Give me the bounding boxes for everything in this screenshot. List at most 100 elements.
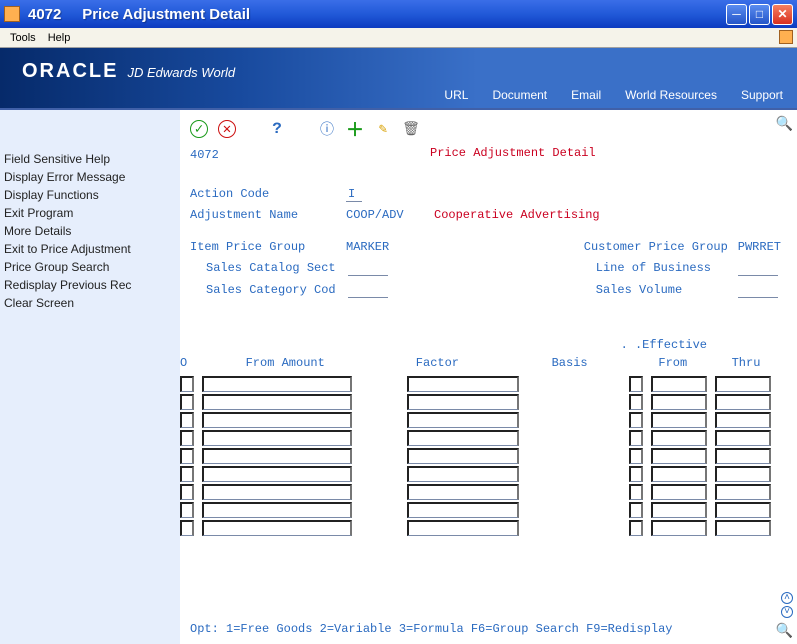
cell-basis-code[interactable] — [629, 394, 643, 410]
cell-from-amount[interactable] — [202, 502, 352, 518]
sidebar-item[interactable]: Price Group Search — [4, 258, 176, 276]
cell-o[interactable] — [180, 466, 194, 482]
sidebar-item[interactable]: Clear Screen — [4, 294, 176, 312]
sidebar-item[interactable]: Exit to Price Adjustment — [4, 240, 176, 258]
cell-eff-thru[interactable] — [715, 484, 771, 500]
cell-factor[interactable] — [407, 502, 519, 518]
add-icon[interactable]: ＋ — [346, 120, 364, 138]
cell-eff-thru[interactable] — [715, 376, 771, 392]
help-icon[interactable]: ? — [268, 120, 286, 138]
cell-from-amount[interactable] — [202, 520, 352, 536]
desc-adj-name: Cooperative Advertising — [434, 208, 600, 222]
col-from-amount: From Amount — [205, 356, 365, 370]
cell-eff-thru[interactable] — [715, 394, 771, 410]
cell-from-amount[interactable] — [202, 394, 352, 410]
cell-basis-code[interactable] — [629, 412, 643, 428]
cell-eff-from[interactable] — [651, 502, 707, 518]
input-sales-volume[interactable] — [738, 282, 778, 298]
cell-eff-from[interactable] — [651, 520, 707, 536]
cell-eff-thru[interactable] — [715, 448, 771, 464]
maximize-button[interactable]: □ — [749, 4, 770, 25]
cell-basis-code[interactable] — [629, 466, 643, 482]
sidebar-item[interactable]: Field Sensitive Help — [4, 150, 176, 168]
cell-eff-thru[interactable] — [715, 466, 771, 482]
edit-icon[interactable]: ✎ — [374, 120, 392, 138]
input-sales-catalog[interactable] — [348, 260, 388, 276]
cell-o[interactable] — [180, 376, 194, 392]
brand-logo: ORACLE JD Edwards World — [22, 60, 235, 83]
effective-label: . .Effective — [621, 338, 707, 352]
cell-from-amount[interactable] — [202, 484, 352, 500]
magnify-icon[interactable]: 🔍 — [776, 116, 793, 133]
cell-eff-from[interactable] — [651, 376, 707, 392]
menu-tools[interactable]: Tools — [4, 30, 42, 46]
grid-row — [180, 410, 779, 428]
cell-basis-code[interactable] — [629, 376, 643, 392]
sidebar-item[interactable]: Redisplay Previous Rec — [4, 276, 176, 294]
top-fields: Action Code Adjustment Name COOP/ADV Coo… — [190, 180, 600, 222]
info-icon[interactable]: ⓘ — [318, 120, 336, 138]
cell-o[interactable] — [180, 484, 194, 500]
close-button[interactable]: ✕ — [772, 4, 793, 25]
link-document[interactable]: Document — [492, 88, 547, 102]
cell-o[interactable] — [180, 502, 194, 518]
cell-eff-from[interactable] — [651, 448, 707, 464]
cell-from-amount[interactable] — [202, 412, 352, 428]
cell-factor[interactable] — [407, 484, 519, 500]
link-resources[interactable]: World Resources — [625, 88, 717, 102]
sidebar-item[interactable]: Display Error Message — [4, 168, 176, 186]
cell-factor[interactable] — [407, 466, 519, 482]
cell-from-amount[interactable] — [202, 448, 352, 464]
cell-eff-from[interactable] — [651, 394, 707, 410]
cell-factor[interactable] — [407, 520, 519, 536]
cell-basis-code[interactable] — [629, 502, 643, 518]
menu-help[interactable]: Help — [42, 30, 77, 46]
cell-basis-code[interactable] — [629, 520, 643, 536]
trash-icon[interactable]: 🗑 — [402, 120, 420, 138]
cell-factor[interactable] — [407, 412, 519, 428]
cell-eff-thru[interactable] — [715, 520, 771, 536]
minimize-button[interactable]: ─ — [726, 4, 747, 25]
cell-from-amount[interactable] — [202, 376, 352, 392]
cell-from-amount[interactable] — [202, 430, 352, 446]
grid-row — [180, 446, 779, 464]
cell-eff-thru[interactable] — [715, 502, 771, 518]
cell-o[interactable] — [180, 412, 194, 428]
input-sales-category[interactable] — [348, 282, 388, 298]
cell-from-amount[interactable] — [202, 466, 352, 482]
cell-factor[interactable] — [407, 448, 519, 464]
cell-eff-from[interactable] — [651, 430, 707, 446]
sidebar-item[interactable]: Exit Program — [4, 204, 176, 222]
cell-eff-from[interactable] — [651, 466, 707, 482]
cell-eff-from[interactable] — [651, 412, 707, 428]
cell-factor[interactable] — [407, 430, 519, 446]
link-url[interactable]: URL — [444, 88, 468, 102]
label-line-of-business: Line of Business — [596, 261, 736, 275]
cancel-icon[interactable]: ✕ — [218, 120, 236, 138]
cell-eff-thru[interactable] — [715, 430, 771, 446]
link-support[interactable]: Support — [741, 88, 783, 102]
cell-o[interactable] — [180, 430, 194, 446]
sidebar-item[interactable]: More Details — [4, 222, 176, 240]
cell-eff-from[interactable] — [651, 484, 707, 500]
app-icon — [4, 6, 20, 22]
cell-o[interactable] — [180, 394, 194, 410]
input-action-code[interactable] — [346, 186, 362, 202]
cell-basis-code[interactable] — [629, 484, 643, 500]
cell-o[interactable] — [180, 520, 194, 536]
link-email[interactable]: Email — [571, 88, 601, 102]
ok-icon[interactable]: ✓ — [190, 120, 208, 138]
scroll-down-icon[interactable]: ˅ — [781, 606, 793, 618]
scroll-up-icon[interactable]: ˄ — [781, 592, 793, 604]
cell-basis-code[interactable] — [629, 448, 643, 464]
input-line-of-business[interactable] — [738, 260, 778, 276]
cell-o[interactable] — [180, 448, 194, 464]
value-cust-price-group: PWRRET — [738, 240, 781, 254]
cell-eff-thru[interactable] — [715, 412, 771, 428]
cell-factor[interactable] — [407, 376, 519, 392]
cell-basis-code[interactable] — [629, 430, 643, 446]
sidebar-item[interactable]: Display Functions — [4, 186, 176, 204]
value-adj-name: COOP/ADV — [346, 208, 418, 222]
cell-factor[interactable] — [407, 394, 519, 410]
toolbar: ✓ ✕ ? ⓘ ＋ ✎ 🗑 — [190, 116, 787, 142]
